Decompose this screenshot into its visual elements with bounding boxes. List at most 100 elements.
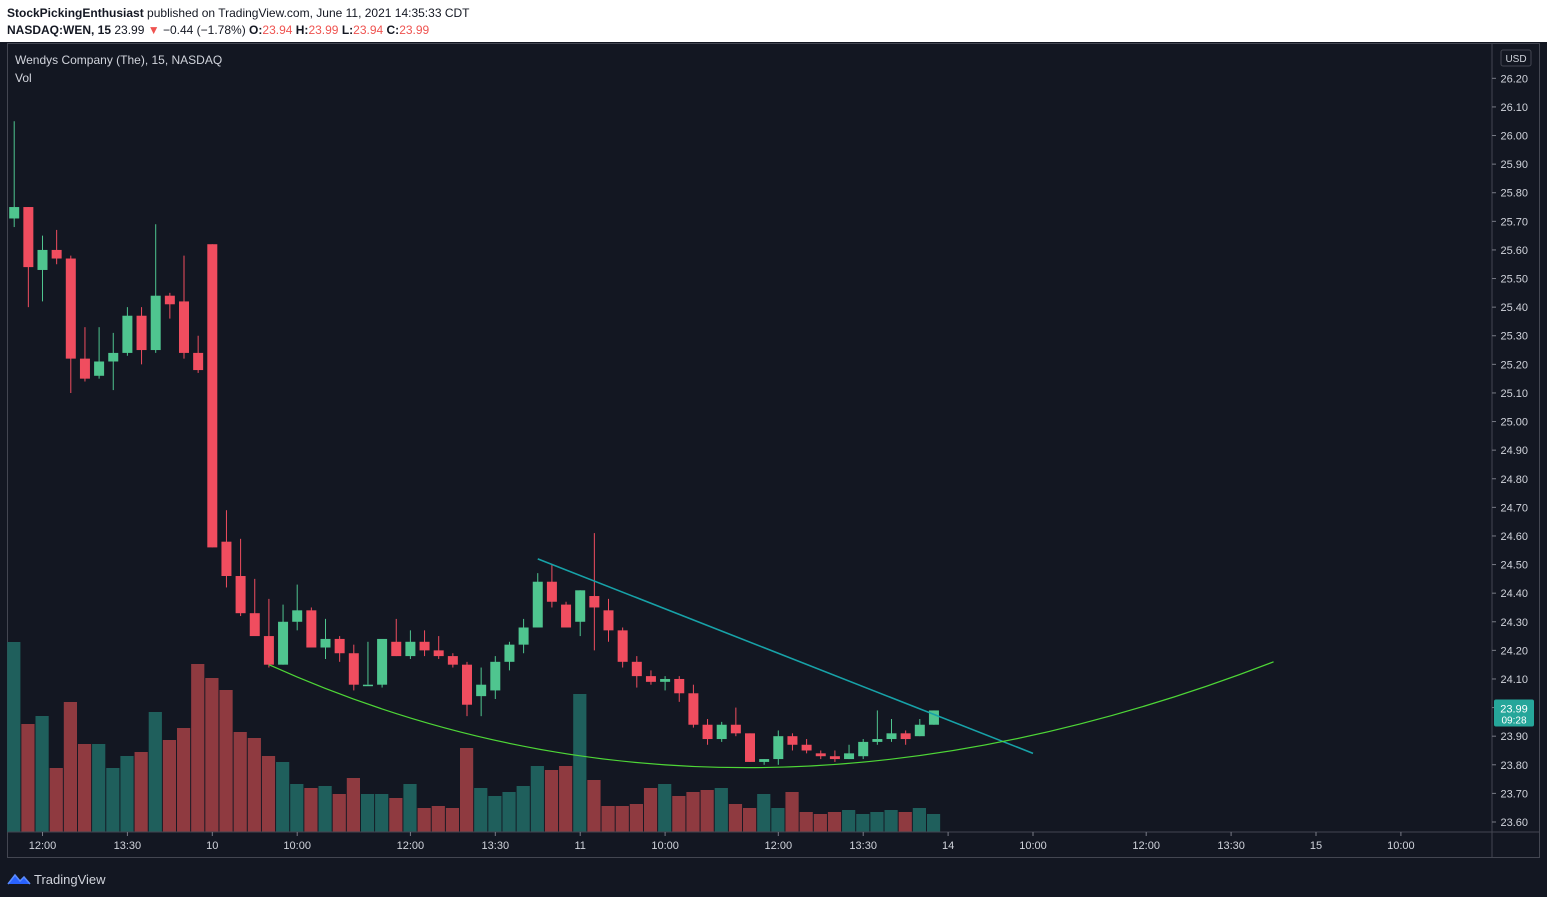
candle-body xyxy=(377,638,388,685)
candle-body xyxy=(900,733,911,740)
candle-body xyxy=(844,753,855,760)
volume-bar xyxy=(233,732,247,832)
candle-body xyxy=(575,590,586,622)
volume-bar xyxy=(912,808,926,832)
candle-body xyxy=(79,358,90,379)
volume-bar xyxy=(601,806,615,832)
price-tick-label: 24.10 xyxy=(1500,674,1528,686)
candle-body xyxy=(546,581,557,602)
candle-body xyxy=(674,678,685,694)
candle-body xyxy=(490,661,501,691)
candle-body xyxy=(235,576,246,614)
candle-body xyxy=(631,661,642,677)
volume-bar xyxy=(502,792,516,832)
volume-bar xyxy=(205,678,219,832)
volume-bar xyxy=(771,808,785,832)
candle-body xyxy=(702,724,713,740)
volume-bar xyxy=(77,744,92,832)
candle-body xyxy=(348,653,359,685)
candle-body xyxy=(193,352,204,371)
candle-body xyxy=(617,630,628,662)
volume-bar xyxy=(615,806,629,832)
price-tick-label: 25.00 xyxy=(1500,417,1528,429)
price-tick-label: 24.90 xyxy=(1500,445,1528,457)
candle-body xyxy=(164,295,175,305)
price-tick-label: 26.20 xyxy=(1500,73,1528,85)
volume-bar xyxy=(346,778,360,832)
open-value: 23.94 xyxy=(262,23,293,37)
time-tick-label: 12:00 xyxy=(1132,840,1160,852)
price-tick-label: 23.70 xyxy=(1500,788,1528,800)
symbol-label: NASDAQ:WEN, 15 xyxy=(7,23,112,37)
price-tick-label: 25.20 xyxy=(1500,359,1528,371)
candle-body xyxy=(928,710,939,725)
time-tick-label: 15 xyxy=(1310,840,1322,852)
candle-body xyxy=(207,244,218,548)
candle-body xyxy=(94,361,105,376)
low-label: L: xyxy=(341,23,354,37)
candle-body xyxy=(815,753,826,757)
candle-body xyxy=(462,664,472,705)
tradingview-brand[interactable]: TradingView xyxy=(34,872,106,887)
time-tick-label: 10 xyxy=(206,840,218,852)
volume-bar xyxy=(120,756,134,832)
candle-body xyxy=(136,315,147,351)
candle-body xyxy=(320,638,331,648)
candle-body xyxy=(278,621,289,665)
chart-frame xyxy=(7,43,1540,858)
author-name[interactable]: StockPickingEnthusiast xyxy=(7,6,144,20)
time-tick-label: 10:00 xyxy=(283,840,311,852)
volume-bar xyxy=(672,796,686,832)
candle-body xyxy=(688,693,699,725)
volume-bar xyxy=(445,808,460,832)
candle-body xyxy=(37,249,48,270)
open-label: O: xyxy=(249,23,263,37)
candle-body xyxy=(249,613,260,637)
volume-bar xyxy=(827,812,842,832)
price-tick-label: 24.20 xyxy=(1500,645,1528,657)
volume-bar xyxy=(162,740,177,832)
price-change: −0.44 (−1.78%) xyxy=(162,23,246,37)
candle-body xyxy=(886,733,897,740)
footer: TradingView xyxy=(0,863,1547,897)
time-tick-label: 10:00 xyxy=(1019,840,1047,852)
publish-header: StockPickingEnthusiast published on Trad… xyxy=(0,0,1547,42)
candle-body xyxy=(561,604,572,628)
time-tick-label: 13:30 xyxy=(114,840,142,852)
candle-body xyxy=(872,739,883,742)
price-tick-label: 26.10 xyxy=(1500,102,1528,114)
time-tick-label: 14 xyxy=(942,840,954,852)
volume-bar xyxy=(403,784,417,832)
volume-bar xyxy=(35,716,49,832)
candle-body xyxy=(603,610,614,631)
volume-bar xyxy=(629,804,643,832)
volume-legend: Vol xyxy=(15,71,32,85)
volume-bar xyxy=(106,768,120,832)
volume-bar xyxy=(686,792,700,832)
price-tick-label: 24.80 xyxy=(1500,474,1528,486)
high-label: H: xyxy=(295,23,309,37)
candle-body xyxy=(518,627,529,645)
candle-body xyxy=(122,315,133,353)
price-tick-label: 24.60 xyxy=(1500,531,1528,543)
price-tick-label: 25.90 xyxy=(1500,159,1528,171)
volume-bar xyxy=(148,712,162,832)
candle-body xyxy=(65,258,76,359)
candle-body xyxy=(532,581,543,628)
volume-bar xyxy=(290,784,304,832)
chart-title: Wendys Company (The), 15, NASDAQ xyxy=(15,53,223,67)
time-tick-label: 10:00 xyxy=(651,840,679,852)
candle-body xyxy=(334,638,345,654)
close-value: 23.99 xyxy=(399,23,430,37)
volume-bar xyxy=(49,768,63,832)
last-price-tag-countdown: 09:28 xyxy=(1501,715,1526,726)
time-tick-label: 13:30 xyxy=(849,840,877,852)
price-tick-label: 26.00 xyxy=(1500,131,1528,143)
volume-bar xyxy=(191,664,205,832)
volume-bar xyxy=(714,788,728,832)
volume-bar xyxy=(63,702,77,832)
candle-body xyxy=(362,684,373,687)
volume-bar xyxy=(488,796,502,832)
volume-bar xyxy=(658,784,672,832)
